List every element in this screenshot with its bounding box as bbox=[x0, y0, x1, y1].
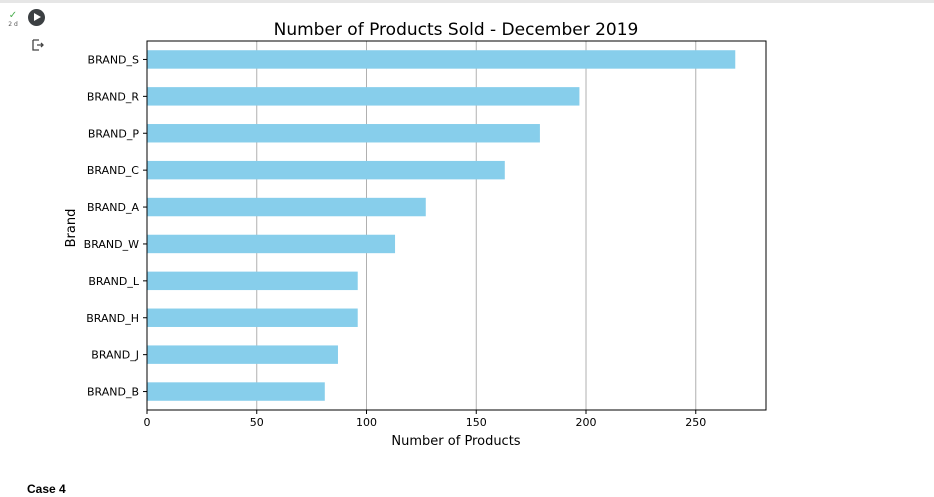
y-tick-label: BRAND_W bbox=[84, 238, 139, 251]
cell-gutter: ✓ 2 d bbox=[0, 3, 26, 463]
bar bbox=[147, 234, 396, 254]
x-tick-label: 100 bbox=[356, 416, 377, 429]
x-tick-label: 250 bbox=[685, 416, 706, 429]
execution-time: 2 d bbox=[8, 21, 18, 28]
x-tick-label: 200 bbox=[576, 416, 597, 429]
bar bbox=[147, 160, 505, 180]
case-heading: Case 4 bbox=[27, 482, 66, 496]
x-tick-label: 0 bbox=[144, 416, 151, 429]
y-tick-label: BRAND_H bbox=[86, 312, 139, 325]
x-ticks: 0 50 100 150 200 250 bbox=[144, 410, 706, 429]
output-redirect-icon[interactable] bbox=[31, 38, 45, 52]
y-tick-label: BRAND_B bbox=[87, 386, 139, 399]
bar bbox=[147, 308, 358, 327]
y-tick-label: BRAND_R bbox=[87, 90, 139, 103]
bar bbox=[147, 271, 358, 291]
bar bbox=[147, 87, 580, 106]
y-tick-label: BRAND_P bbox=[88, 127, 139, 140]
y-ticks: BRAND_S BRAND_R BRAND_P BRAND_C BRAND_A BRAND… bbox=[84, 53, 147, 399]
y-tick-label: BRAND_L bbox=[88, 275, 139, 288]
y-tick-label: BRAND_C bbox=[87, 164, 139, 177]
bar bbox=[147, 382, 325, 401]
x-axis-label: Number of Products bbox=[391, 434, 520, 449]
x-tick-label: 50 bbox=[250, 416, 264, 429]
bar bbox=[147, 50, 736, 69]
y-tick-label: BRAND_J bbox=[91, 349, 139, 362]
bar bbox=[147, 197, 426, 217]
y-axis-label: Brand bbox=[64, 209, 79, 248]
check-icon: ✓ bbox=[8, 10, 18, 21]
execution-status: ✓ 2 d bbox=[4, 11, 22, 28]
y-tick-label: BRAND_S bbox=[88, 53, 139, 66]
plot-frame bbox=[146, 40, 767, 411]
bar-chart: BRAND_S BRAND_R BRAND_P BRAND_C BRAND_A BRAND… bbox=[64, 20, 767, 449]
top-divider bbox=[0, 0, 934, 3]
chart-title: Number of Products Sold - December 2019 bbox=[274, 20, 639, 40]
bars bbox=[147, 50, 736, 401]
x-tick-label: 150 bbox=[466, 416, 487, 429]
run-cell-button[interactable] bbox=[28, 9, 45, 26]
bar bbox=[147, 345, 338, 364]
bar bbox=[147, 124, 540, 143]
y-tick-label: BRAND_A bbox=[87, 201, 139, 214]
play-icon bbox=[34, 13, 41, 21]
